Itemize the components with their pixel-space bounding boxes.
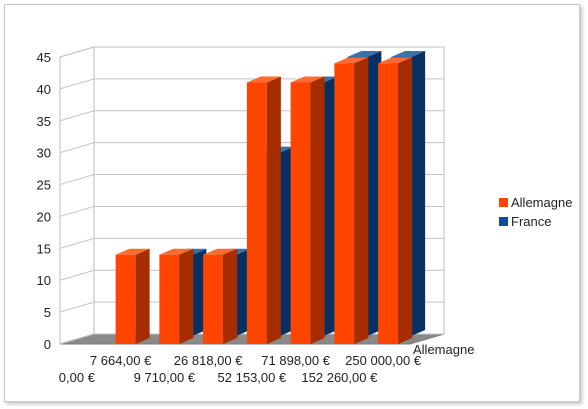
side-wall bbox=[59, 46, 95, 345]
y-tick-label: 40 bbox=[37, 82, 51, 97]
y-tick-label: 25 bbox=[37, 178, 51, 193]
bar-allemagne-2-front bbox=[159, 254, 180, 344]
bar-allemagne-1-side bbox=[135, 248, 150, 344]
legend-label-france: France bbox=[511, 214, 551, 229]
bar-france-7-side bbox=[411, 51, 426, 336]
x-tick-label: 71 898,00 € bbox=[261, 353, 330, 368]
gridline bbox=[59, 46, 444, 58]
bar-allemagne-5-top bbox=[290, 76, 325, 83]
bar-allemagne-3-top bbox=[203, 248, 238, 255]
bar-allemagne-5-side bbox=[310, 76, 325, 344]
x-tick-label: 52 153,00 € bbox=[218, 370, 287, 385]
y-tick-label: 15 bbox=[37, 241, 51, 256]
bar-allemagne-1-front bbox=[115, 254, 136, 344]
y-tick-label: 20 bbox=[37, 209, 51, 224]
bar-allemagne-6-top bbox=[334, 57, 369, 64]
bar-allemagne-3-front bbox=[203, 254, 224, 344]
bar-allemagne-7: Allemagne 250 000,00 €: 44 bbox=[378, 57, 413, 344]
bar-allemagne-4-top bbox=[246, 76, 281, 83]
legend-label-allemagne: Allemagne bbox=[511, 195, 572, 210]
y-axis-ticks: 0 5 10 15 20 25 30 35 40 45 bbox=[37, 50, 51, 352]
legend-swatch-allemagne bbox=[499, 198, 508, 207]
y-tick-label: 10 bbox=[37, 273, 51, 288]
bar-allemagne-5-front bbox=[290, 82, 311, 344]
bar-allemagne-2-top bbox=[159, 248, 194, 255]
depth-axis-label: Allemagne bbox=[413, 342, 474, 357]
bar-france-6-top bbox=[347, 51, 382, 57]
bar-france-6-side bbox=[367, 51, 382, 336]
bar-allemagne-1-top bbox=[115, 248, 150, 255]
bar-allemagne-7-side bbox=[398, 57, 413, 344]
bar-france-7-top bbox=[391, 51, 426, 57]
chart-svg: France 9 710,00 €: 14France 26 818,00 €:… bbox=[37, 46, 572, 385]
bar-allemagne-6-side bbox=[354, 57, 369, 344]
bar-allemagne-4-front bbox=[246, 82, 267, 344]
legend-swatch-france bbox=[499, 217, 508, 226]
bar-allemagne-6-front bbox=[334, 63, 355, 344]
bar-france-3-side bbox=[236, 248, 251, 336]
x-tick-label: 26 818,00 € bbox=[174, 353, 243, 368]
bar-allemagne-3-side bbox=[223, 248, 238, 344]
bar-france-4-side bbox=[279, 146, 294, 336]
bar-allemagne-2: Allemagne 9 710,00 €: 14 bbox=[159, 248, 194, 344]
y-tick-label: 35 bbox=[37, 114, 51, 129]
bar-allemagne-6: Allemagne 152 260,00 €: 44 bbox=[334, 57, 369, 344]
bar-allemagne-4-side bbox=[266, 76, 281, 344]
x-tick-label: 9 710,00 € bbox=[134, 370, 196, 385]
y-tick-label: 30 bbox=[37, 146, 51, 161]
bar-allemagne-4: Allemagne 52 153,00 €: 41 bbox=[246, 76, 281, 344]
bars: France 9 710,00 €: 14France 26 818,00 €:… bbox=[115, 51, 426, 344]
x-tick-label: 7 664,00 € bbox=[90, 353, 152, 368]
bar-allemagne-2-side bbox=[179, 248, 194, 344]
y-tick-label: 45 bbox=[37, 50, 51, 65]
bar-allemagne-1: Allemagne 7 664,00 €: 14 bbox=[115, 248, 150, 344]
x-tick-label: 0,00 € bbox=[59, 370, 96, 385]
y-tick-label: 0 bbox=[44, 337, 51, 352]
chart-frame: France 9 710,00 €: 14France 26 818,00 €:… bbox=[4, 4, 580, 402]
legend: Allemagne France bbox=[499, 195, 572, 229]
bar-france-5-side bbox=[323, 76, 338, 336]
x-tick-label: 250 000,00 € bbox=[345, 353, 422, 368]
y-tick-label: 5 bbox=[44, 305, 51, 320]
x-tick-label: 152 260,00 € bbox=[301, 370, 378, 385]
bar-allemagne-5: Allemagne 71 898,00 €: 41 bbox=[290, 76, 325, 344]
x-axis-ticks: 0,00 € 7 664,00 € 9 710,00 € 26 818,00 € 52 … bbox=[59, 353, 422, 385]
bar-allemagne-7-top bbox=[378, 57, 413, 64]
bar-france-2-side bbox=[192, 248, 207, 336]
bar-allemagne-7-front bbox=[378, 63, 399, 344]
bar-allemagne-3: Allemagne 26 818,00 €: 14 bbox=[203, 248, 238, 344]
